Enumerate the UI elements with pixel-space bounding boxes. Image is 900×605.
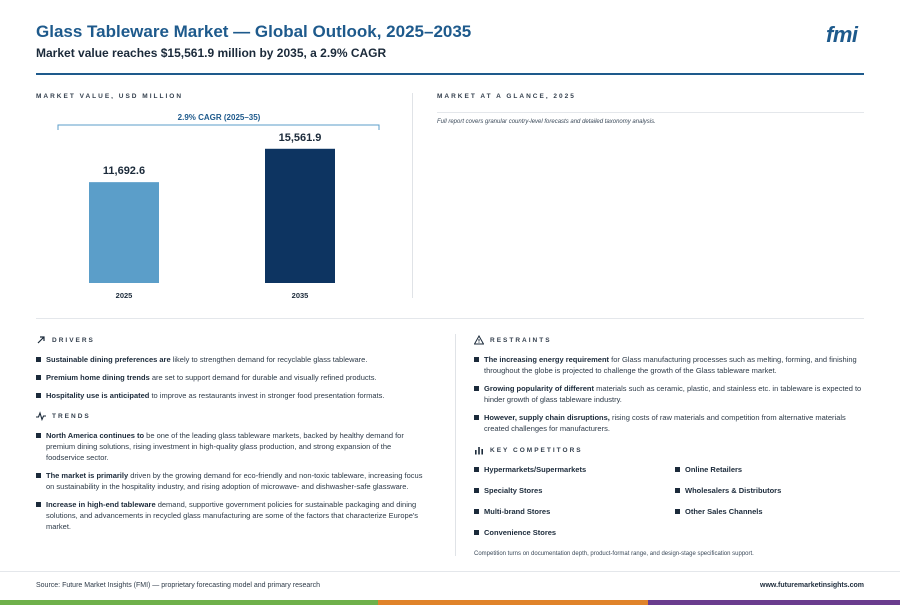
trends-label: TRENDS (52, 412, 91, 420)
competitor-item: Wholesalers & Distributors (675, 485, 866, 506)
cagr-label: 2.9% CAGR (2025–35) (178, 113, 261, 122)
cagr-bracket (57, 124, 380, 130)
restraint-item-lead: The increasing energy requirement (484, 355, 610, 364)
drivers-header: DRIVERS (36, 334, 431, 346)
color-band-segment (378, 600, 648, 605)
color-band-segment (0, 600, 378, 605)
competitor-item: Online Retailers (675, 464, 866, 485)
category-label: 2035 (292, 291, 309, 300)
driver-item: Sustainable dining preferences are likel… (36, 354, 431, 365)
trend-item-lead: North America continues to (46, 431, 145, 440)
source-note: Source: Future Market Insights (FMI) — p… (36, 582, 320, 589)
competitor-item: Convenience Stores (474, 527, 675, 548)
restraint-item-lead: Growing popularity of different (484, 384, 594, 393)
competitor-item: Multi-brand Stores (474, 506, 675, 527)
restraints-list: The increasing energy requirement for Gl… (474, 354, 866, 434)
driver-item: Premium home dining trends are set to su… (36, 372, 431, 383)
competitors-header: KEY COMPETITORS (474, 444, 866, 456)
category-label: 2025 (116, 291, 133, 300)
glance-rule (437, 112, 864, 113)
driver-item-lead: Premium home dining trends (46, 373, 150, 382)
page-subtitle: Market value reaches $15,561.9 million b… (36, 46, 387, 60)
restraint-item: However, supply chain disruptions, risin… (474, 412, 866, 434)
market-value-label: MARKET VALUE, USD MILLION (36, 93, 184, 100)
driver-item-lead: Sustainable dining preferences are (46, 355, 171, 364)
trends-list: North America continues to be one of the… (36, 430, 431, 532)
competitors-label: KEY COMPETITORS (490, 446, 583, 454)
bar-value-label: 11,692.6 (103, 165, 145, 177)
restraints-label: RESTRAINTS (490, 336, 552, 344)
restraint-item: Growing popularity of different material… (474, 383, 866, 405)
footer-rule (0, 571, 900, 572)
glance-label: MARKET AT A GLANCE, 2025 (437, 93, 576, 100)
bar-2035 (265, 148, 335, 283)
drivers-trends-column: DRIVERS Sustainable dining preferences a… (36, 334, 431, 539)
drivers-list: Sustainable dining preferences are likel… (36, 354, 431, 401)
page-title: Glass Tableware Market — Global Outlook,… (36, 22, 472, 41)
glance-note: Full report covers granular country-leve… (437, 119, 656, 125)
driver-item-lead: Hospitality use is anticipated (46, 391, 150, 400)
competitors-grid: Hypermarkets/Supermarkets Online Retailer… (474, 464, 866, 548)
trend-item: Increase in high-end tableware demand, s… (36, 499, 431, 532)
trends-header: TRENDS (36, 410, 431, 422)
restraint-item: The increasing energy requirement for Gl… (474, 354, 866, 376)
bar-2025 (89, 182, 159, 283)
section-divider (36, 318, 864, 319)
warning-icon (474, 335, 484, 345)
market-value-chart: 2.9% CAGR (2025–35) 11,692.6 2025 15,561.9… (57, 113, 380, 300)
driver-item: Hospitality use is anticipated to improv… (36, 390, 431, 401)
competitors-note: Competition turns on documentation depth… (474, 551, 754, 557)
restraints-header: RESTRAINTS (474, 334, 866, 346)
lower-column-divider (455, 334, 456, 556)
competitor-item: Specialty Stores (474, 485, 675, 506)
bar-chart-icon (475, 447, 483, 455)
trend-item: North America continues to be one of the… (36, 430, 431, 463)
competitor-item: Other Sales Channels (675, 506, 866, 527)
pulse-icon (36, 411, 46, 421)
restraint-item-lead: However, supply chain disruptions, (484, 413, 610, 422)
website-link[interactable]: www.futuremarketinsights.com (760, 582, 864, 589)
drivers-label: DRIVERS (52, 336, 95, 344)
restraints-competitors-column: RESTRAINTS The increasing energy require… (474, 334, 866, 557)
color-band-segment (648, 600, 900, 605)
column-divider (412, 93, 413, 298)
bar-value-label: 15,561.9 (279, 132, 322, 144)
competitor-item: Hypermarkets/Supermarkets (474, 464, 675, 485)
fmi-logo: fmi (826, 22, 858, 47)
trend-item-lead: Increase in high-end tableware (46, 500, 156, 509)
header-rule (36, 73, 864, 75)
trend-item-lead: The market is primarily (46, 471, 129, 480)
trend-item: The market is primarily driven by the gr… (36, 470, 431, 492)
arrow-up-right-icon (37, 336, 45, 344)
